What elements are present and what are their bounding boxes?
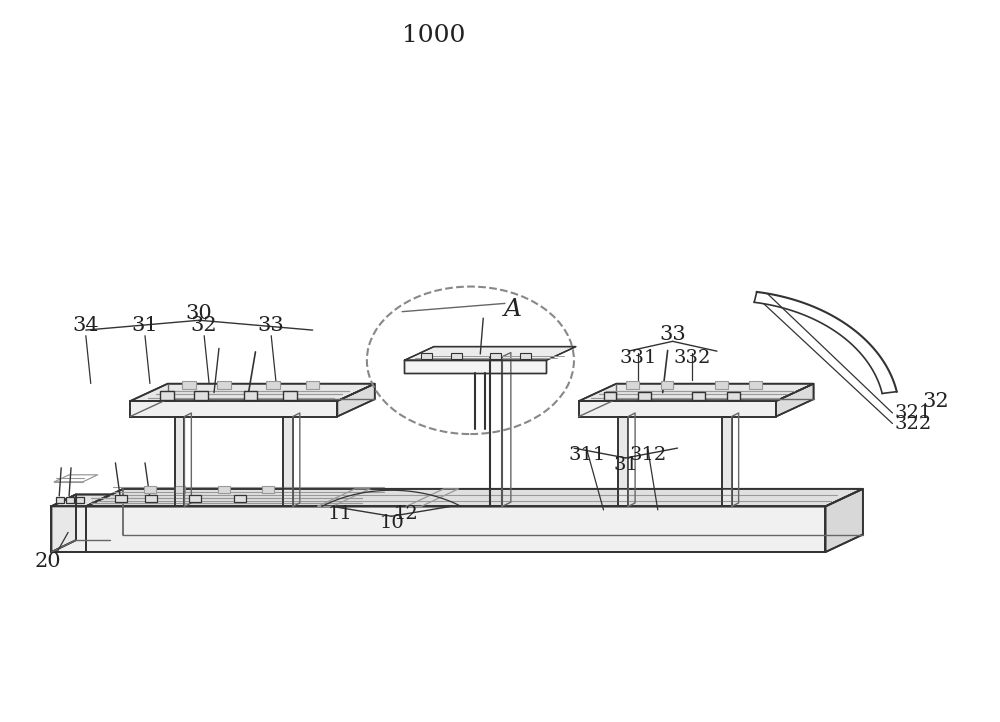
Text: 1000: 1000	[402, 24, 466, 46]
Polygon shape	[51, 506, 86, 552]
Bar	[145, 495, 157, 503]
Text: 321: 321	[894, 404, 932, 422]
Text: A: A	[504, 297, 522, 321]
Bar	[66, 497, 74, 503]
Text: 32: 32	[922, 391, 949, 411]
Bar	[244, 391, 257, 400]
Text: 11: 11	[328, 505, 353, 523]
Bar	[496, 42, 502, 46]
Polygon shape	[283, 417, 293, 506]
Bar	[421, 352, 432, 359]
Text: 33: 33	[258, 316, 285, 335]
Bar	[727, 392, 740, 400]
Bar	[451, 352, 462, 359]
Bar	[76, 497, 84, 503]
Bar	[234, 495, 246, 503]
Bar	[638, 392, 651, 400]
Bar	[604, 392, 616, 400]
Bar	[174, 487, 185, 493]
Bar	[182, 380, 196, 389]
Text: 332: 332	[674, 349, 711, 367]
Bar	[262, 487, 274, 493]
Text: 12: 12	[394, 505, 419, 523]
Bar	[266, 380, 280, 389]
Bar	[144, 487, 156, 493]
Text: 311: 311	[568, 446, 605, 464]
Polygon shape	[130, 401, 337, 417]
Text: 30: 30	[186, 304, 213, 323]
Text: 322: 322	[894, 414, 932, 432]
Text: 31: 31	[132, 316, 158, 335]
Polygon shape	[130, 383, 375, 401]
Text: 331: 331	[619, 349, 657, 367]
Polygon shape	[579, 401, 776, 417]
Text: 312: 312	[629, 446, 667, 464]
Bar	[520, 352, 531, 359]
Bar	[306, 380, 319, 389]
Text: 34: 34	[73, 316, 99, 335]
Bar	[490, 352, 501, 359]
Polygon shape	[722, 417, 732, 506]
Bar	[378, 42, 384, 46]
Bar	[661, 381, 673, 389]
Bar	[194, 391, 208, 400]
Polygon shape	[51, 495, 110, 506]
Bar	[715, 381, 728, 389]
Bar	[217, 380, 231, 389]
Text: 20: 20	[35, 552, 62, 571]
Bar	[160, 391, 174, 400]
Bar	[115, 495, 127, 503]
Bar	[692, 392, 705, 400]
Polygon shape	[404, 360, 546, 373]
Bar	[283, 391, 297, 400]
Bar	[189, 495, 201, 503]
Polygon shape	[337, 383, 375, 417]
Polygon shape	[404, 347, 576, 360]
Polygon shape	[51, 495, 76, 552]
Polygon shape	[86, 506, 825, 552]
Text: 31: 31	[613, 456, 638, 474]
Polygon shape	[175, 417, 184, 506]
Bar	[626, 381, 639, 389]
Bar	[56, 497, 64, 503]
Polygon shape	[618, 417, 628, 506]
Polygon shape	[825, 489, 863, 552]
Bar	[218, 487, 230, 493]
Text: 33: 33	[659, 325, 686, 344]
Text: 32: 32	[191, 316, 217, 335]
Polygon shape	[579, 383, 814, 401]
Bar	[749, 381, 762, 389]
Polygon shape	[776, 383, 814, 417]
Polygon shape	[86, 489, 863, 506]
Text: 10: 10	[379, 514, 404, 532]
